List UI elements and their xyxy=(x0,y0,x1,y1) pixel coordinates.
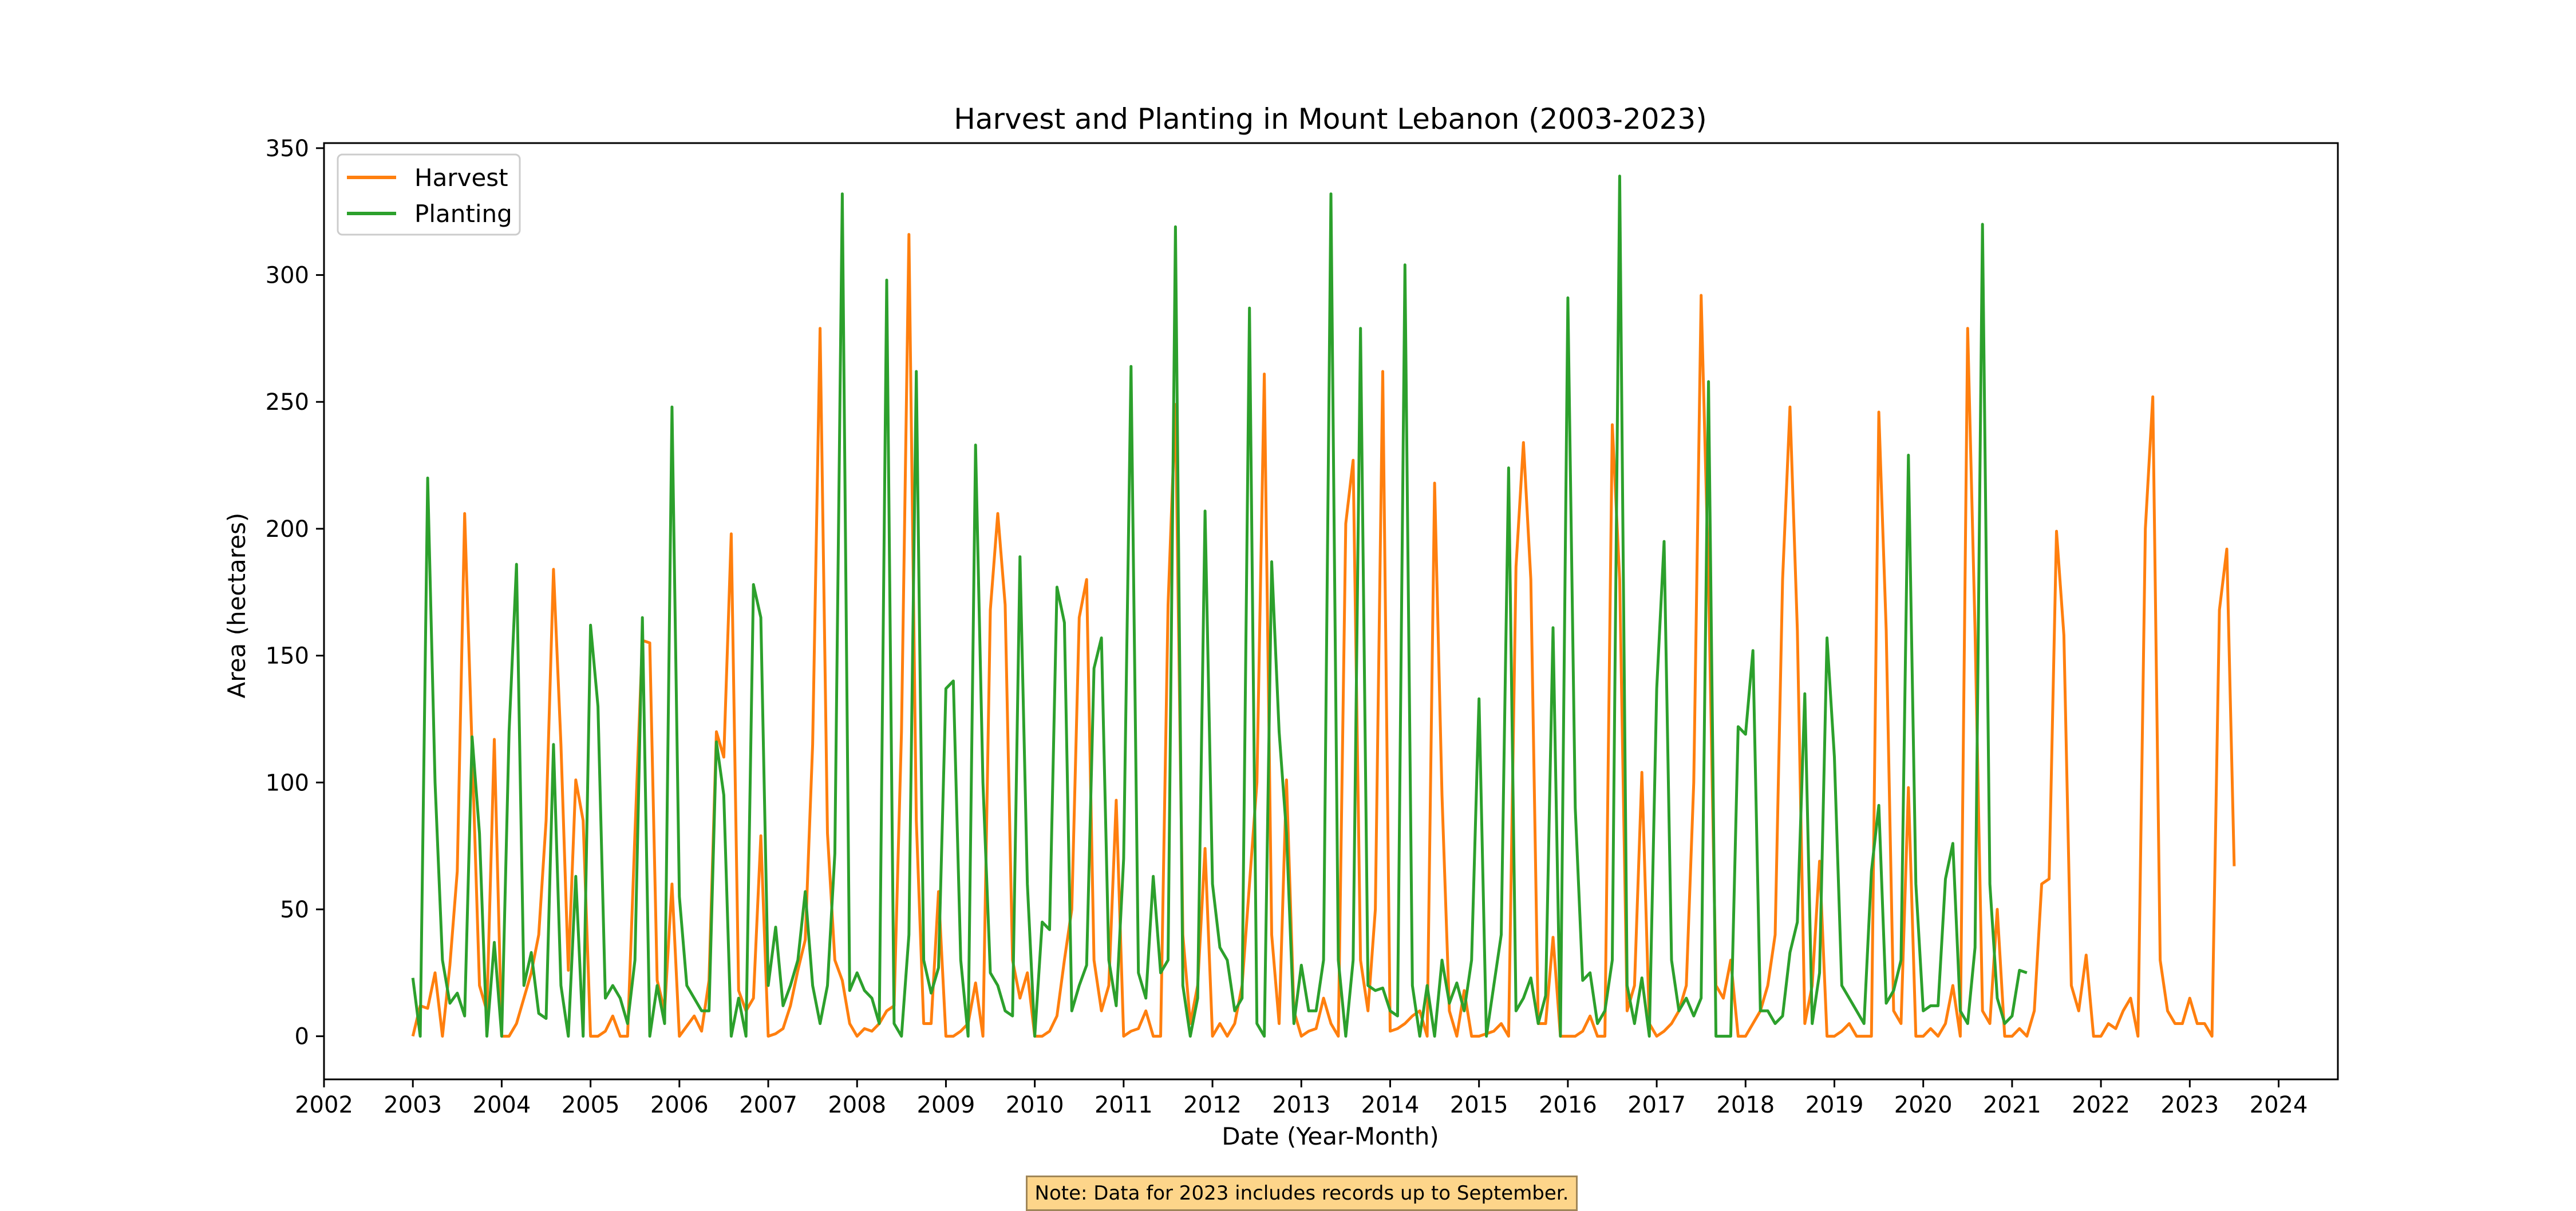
x-tick-label: 2007 xyxy=(739,1092,797,1118)
x-tick-label: 2015 xyxy=(1450,1092,1508,1118)
x-tick-label: 2019 xyxy=(1805,1092,1864,1118)
x-tick-label: 2003 xyxy=(384,1092,442,1118)
x-tick-label: 2020 xyxy=(1894,1092,1953,1118)
x-tick-label: 2006 xyxy=(650,1092,709,1118)
chart-title: Harvest and Planting in Mount Lebanon (2… xyxy=(954,102,1706,136)
x-tick-label: 2013 xyxy=(1272,1092,1330,1118)
y-tick-label: 350 xyxy=(266,136,309,162)
x-tick-label: 2010 xyxy=(1006,1092,1064,1118)
legend-label-planting: Planting xyxy=(414,200,512,228)
x-tick-label: 2004 xyxy=(473,1092,531,1118)
y-tick-label: 0 xyxy=(295,1024,309,1050)
x-tick-label: 2024 xyxy=(2250,1092,2308,1118)
x-tick-label: 2005 xyxy=(562,1092,620,1118)
x-tick-label: 2014 xyxy=(1361,1092,1420,1118)
x-tick-label: 2009 xyxy=(917,1092,975,1118)
y-tick-label: 300 xyxy=(266,263,309,289)
x-tick-label: 2022 xyxy=(2072,1092,2130,1118)
y-tick-label: 250 xyxy=(266,389,309,415)
y-tick-label: 100 xyxy=(266,770,309,796)
y-tick-label: 150 xyxy=(266,643,309,670)
plot-frame xyxy=(323,142,2339,1081)
legend: Harvest Planting xyxy=(337,153,521,236)
x-axis: 2002 2003 2004 2005 2006 2007 2008 2009 2010 2011… xyxy=(295,1079,2308,1118)
x-tick-label: 2023 xyxy=(2160,1092,2219,1118)
x-tick-label: 2002 xyxy=(295,1092,353,1118)
y-tick-label: 50 xyxy=(280,897,309,923)
x-tick-label: 2021 xyxy=(1983,1092,2041,1118)
x-tick-label: 2016 xyxy=(1539,1092,1597,1118)
series-line-harvest xyxy=(411,233,2236,1038)
note-box: Note: Data for 2023 includes records up … xyxy=(1026,1176,1578,1211)
note-text: Note: Data for 2023 includes records up … xyxy=(1034,1182,1569,1205)
legend-label-harvest: Harvest xyxy=(414,164,508,192)
plot-area xyxy=(411,175,2236,1038)
x-tick-label: 2012 xyxy=(1183,1092,1242,1118)
x-tick-label: 2018 xyxy=(1716,1092,1775,1118)
y-tick-label: 200 xyxy=(266,516,309,543)
y-axis-title: Area (hectares) xyxy=(223,513,251,699)
x-tick-label: 2011 xyxy=(1095,1092,1153,1118)
series-line-planting xyxy=(411,175,2028,1038)
x-tick-label: 2017 xyxy=(1627,1092,1686,1118)
x-axis-title: Date (Year-Month) xyxy=(1222,1122,1439,1150)
y-axis: 0 50 100 150 200 250 300 350 xyxy=(266,136,324,1050)
x-tick-label: 2008 xyxy=(828,1092,886,1118)
